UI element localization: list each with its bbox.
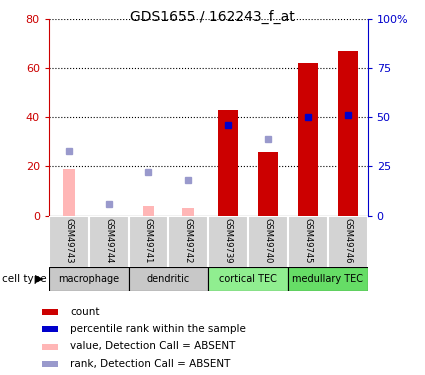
Text: percentile rank within the sample: percentile rank within the sample xyxy=(70,324,246,334)
Bar xyxy=(208,216,248,268)
Bar xyxy=(288,267,368,291)
Text: GSM49741: GSM49741 xyxy=(144,218,153,264)
Text: macrophage: macrophage xyxy=(58,274,119,284)
Bar xyxy=(298,63,318,216)
Bar xyxy=(218,110,238,216)
Text: count: count xyxy=(70,307,99,317)
Bar xyxy=(89,216,128,268)
Text: GSM49743: GSM49743 xyxy=(64,218,73,264)
Bar xyxy=(328,216,368,268)
Bar xyxy=(288,216,328,268)
Text: GSM49746: GSM49746 xyxy=(343,218,352,264)
Bar xyxy=(49,267,128,291)
Bar xyxy=(49,216,89,268)
Bar xyxy=(208,267,288,291)
Text: value, Detection Call = ABSENT: value, Detection Call = ABSENT xyxy=(70,342,235,351)
Bar xyxy=(142,206,154,216)
Text: rank, Detection Call = ABSENT: rank, Detection Call = ABSENT xyxy=(70,359,230,369)
Bar xyxy=(63,169,75,216)
Bar xyxy=(258,152,278,216)
Text: medullary TEC: medullary TEC xyxy=(292,274,363,284)
Text: GSM49742: GSM49742 xyxy=(184,218,193,264)
Text: ▶: ▶ xyxy=(35,274,43,284)
Text: GSM49744: GSM49744 xyxy=(104,218,113,264)
Bar xyxy=(248,216,288,268)
Text: cell type: cell type xyxy=(2,274,47,284)
Bar xyxy=(128,267,208,291)
Bar xyxy=(42,326,59,332)
Bar xyxy=(128,216,168,268)
Text: GSM49740: GSM49740 xyxy=(264,218,272,264)
Text: cortical TEC: cortical TEC xyxy=(219,274,277,284)
Bar xyxy=(182,208,194,216)
Bar xyxy=(42,361,59,367)
Text: GDS1655 / 162243_f_at: GDS1655 / 162243_f_at xyxy=(130,9,295,24)
Text: GSM49739: GSM49739 xyxy=(224,218,232,264)
Text: GSM49745: GSM49745 xyxy=(303,218,312,264)
Bar xyxy=(168,216,208,268)
Bar xyxy=(42,344,59,350)
Bar xyxy=(42,309,59,315)
Bar xyxy=(338,51,358,216)
Text: dendritic: dendritic xyxy=(147,274,190,284)
